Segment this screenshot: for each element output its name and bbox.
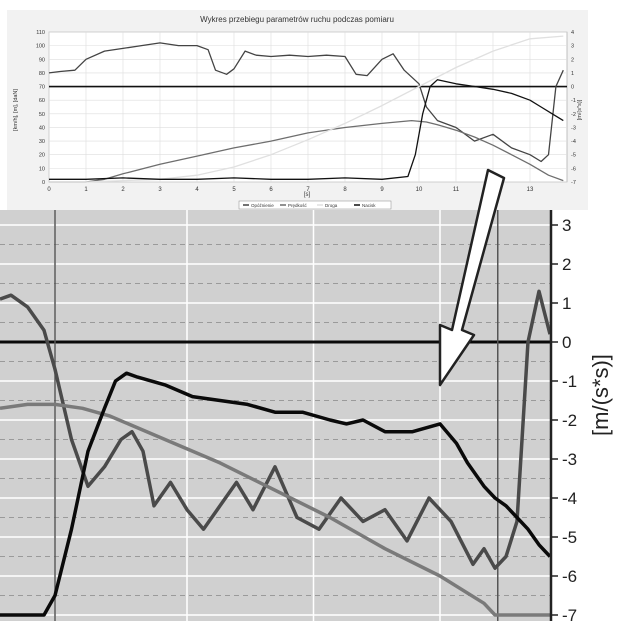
overview-x-tick-label: 7 xyxy=(306,187,310,193)
overview-x-tick-label: 9 xyxy=(380,187,384,193)
overview-y2-tick-label: -6 xyxy=(571,166,576,172)
overview-y2-tick-label: 0 xyxy=(571,85,574,91)
overview-y2-tick-label: -1 xyxy=(571,98,576,104)
overview-chart: Wykres przebiegu parametrów ruchu podcza… xyxy=(7,10,588,210)
overview-legend-box xyxy=(238,200,392,210)
zoomed-y-tick-label: -7 xyxy=(562,606,577,621)
overview-y-tick-label: 100 xyxy=(36,44,45,50)
zoomed-y-tick-label: 1 xyxy=(562,294,571,313)
overview-y2-axis-label: [m/(s*s)] xyxy=(577,99,583,120)
zoomed-axis-panel xyxy=(551,210,629,621)
overview-series-droga xyxy=(49,35,564,183)
overview-y2-tick-label: 3 xyxy=(571,44,574,50)
overview-legend-label: Opóźnienie xyxy=(251,203,274,208)
overview-y-tick-label: 110 xyxy=(36,30,45,36)
zoomed-plot-area xyxy=(0,210,550,621)
overview-x-tick-label: 12 xyxy=(490,187,497,193)
overview-x-tick-label: 2 xyxy=(121,187,125,193)
overview-series-nacisk xyxy=(49,79,564,180)
overview-legend: Opóźnienie Prędkość Droga Nacisk xyxy=(238,200,392,210)
overview-x-tick-label: 8 xyxy=(343,187,347,193)
overview-y-tick-label: 40 xyxy=(39,125,45,131)
overview-y-tick-label: 20 xyxy=(39,153,45,159)
overview-y-tick-label: 10 xyxy=(39,166,45,172)
overview-legend-label: Nacisk xyxy=(362,203,376,208)
zoomed-chart: -7 -6 -5 -4 -3 -2 -1 0 1 2 3 [m/(s*s)] xyxy=(0,210,629,621)
zoomed-y-tick-label: -3 xyxy=(562,450,577,469)
zoomed-y-tick-label: -6 xyxy=(562,567,577,586)
overview-y-tick-label: 90 xyxy=(39,57,45,63)
overview-x-axis-label: [s] xyxy=(304,192,311,198)
zoomed-series-predkosc xyxy=(0,402,550,617)
zoomed-series-group xyxy=(0,289,552,617)
overview-y2-tick-label: -2 xyxy=(571,112,576,118)
overview-x-tick-label: 13 xyxy=(527,187,534,193)
overview-x-tick-label: 0 xyxy=(47,187,51,193)
zoomed-y-tick-label: 2 xyxy=(562,255,571,274)
overview-series-group xyxy=(48,35,564,183)
overview-x-tick-label: 4 xyxy=(195,187,199,193)
overview-series-opoznienie xyxy=(48,42,564,163)
overview-y2-tick-label: -4 xyxy=(571,139,576,145)
zoomed-y-tick-label: 3 xyxy=(562,216,571,235)
overview-x-tick-label: 11 xyxy=(453,187,460,193)
overview-y-tick-label: 60 xyxy=(39,98,45,104)
overview-grid xyxy=(48,31,567,183)
overview-legend-label: Droga xyxy=(325,203,338,208)
zoomed-y-axis-label: [m/(s*s)] xyxy=(588,354,613,436)
overview-y2-tick-label: 1 xyxy=(571,71,574,77)
overview-x-tick-label: 1 xyxy=(84,187,88,193)
zoomed-series-nacisk xyxy=(0,371,552,617)
overview-x-tick-label: 10 xyxy=(416,187,423,193)
zoomed-y-tick-label: -4 xyxy=(562,489,577,508)
overview-chart-title: Wykres przebiegu parametrów ruchu podcza… xyxy=(200,15,394,24)
overview-y-tick-label: 50 xyxy=(39,112,45,118)
overview-y-tick-label: 80 xyxy=(39,71,45,77)
zoomed-y-tick-label: -2 xyxy=(562,411,577,430)
overview-y2-tick-label: 2 xyxy=(571,57,574,63)
overview-x-tick-label: 3 xyxy=(158,187,162,193)
overview-y-tick-label: 30 xyxy=(39,139,45,145)
overview-legend-label: Prędkość xyxy=(288,203,308,208)
zoomed-y-tick-label: 0 xyxy=(562,333,571,352)
overview-y-tick-label: 70 xyxy=(39,85,45,91)
overview-y2-tick-label: -5 xyxy=(571,153,576,159)
overview-x-tick-label: 5 xyxy=(232,187,236,193)
zoomed-y-ticks: -7 -6 -5 -4 -3 -2 -1 0 1 2 3 xyxy=(551,216,577,621)
zoomed-y-tick-label: -5 xyxy=(562,528,577,547)
overview-y-axis-label: [km/h], [m], [daN] xyxy=(13,89,19,131)
overview-y2-tick-label: 4 xyxy=(571,30,574,36)
overview-y2-tick-label: -7 xyxy=(571,180,576,186)
overview-y-tick-label: 0 xyxy=(42,180,45,186)
zoomed-y-tick-label: -1 xyxy=(562,372,577,391)
overview-axes: 0 1 2 3 4 5 6 7 8 9 10 11 12 130102030405060708090100… xyxy=(36,30,576,193)
overview-series-predkosc xyxy=(49,119,564,183)
overview-x-tick-label: 6 xyxy=(269,187,273,193)
overview-y2-tick-label: -3 xyxy=(571,125,576,131)
